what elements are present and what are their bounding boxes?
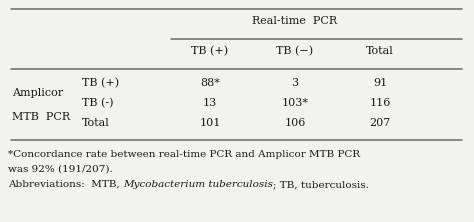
Text: 106: 106 bbox=[284, 118, 306, 128]
Text: 3: 3 bbox=[292, 78, 299, 88]
Text: MTB  PCR: MTB PCR bbox=[12, 112, 70, 122]
Text: *Concordance rate between real-time PCR and Amplicor MTB PCR: *Concordance rate between real-time PCR … bbox=[8, 150, 360, 159]
Text: 207: 207 bbox=[369, 118, 391, 128]
Text: 103*: 103* bbox=[282, 98, 309, 108]
Text: 88*: 88* bbox=[200, 78, 220, 88]
Text: TB (+): TB (+) bbox=[191, 46, 228, 56]
Text: TB (+): TB (+) bbox=[82, 78, 119, 88]
Text: 116: 116 bbox=[369, 98, 391, 108]
Text: 91: 91 bbox=[373, 78, 387, 88]
Text: Abbreviations:  MTB,: Abbreviations: MTB, bbox=[8, 180, 123, 189]
Text: Real-time  PCR: Real-time PCR bbox=[253, 16, 337, 26]
Text: Mycobacterium tuberculosis: Mycobacterium tuberculosis bbox=[123, 180, 273, 189]
Text: Total: Total bbox=[82, 118, 110, 128]
Text: 13: 13 bbox=[203, 98, 217, 108]
Text: was 92% (191/207).: was 92% (191/207). bbox=[8, 165, 113, 174]
Text: ; TB, tuberculosis.: ; TB, tuberculosis. bbox=[273, 180, 369, 189]
Text: TB (−): TB (−) bbox=[276, 46, 314, 56]
Text: Amplicor: Amplicor bbox=[12, 88, 63, 98]
Text: Total: Total bbox=[366, 46, 394, 56]
Text: TB (-): TB (-) bbox=[82, 98, 113, 108]
Text: 101: 101 bbox=[199, 118, 221, 128]
